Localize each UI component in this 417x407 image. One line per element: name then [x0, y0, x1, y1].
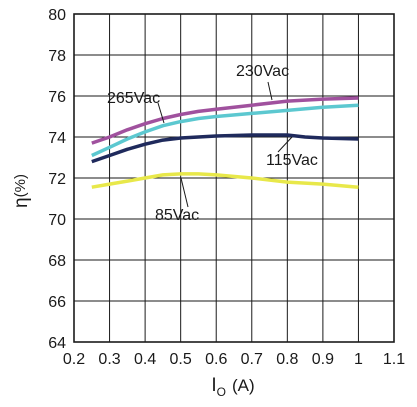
y-axis-unit: (%)	[12, 174, 29, 197]
series-label-85vac: 85Vac	[155, 207, 199, 224]
x-tick-label: 1.1	[383, 351, 405, 368]
series-label-265vac: 265Vac	[107, 90, 160, 107]
plot-frame	[73, 13, 395, 343]
x-axis-symbol: I	[211, 375, 216, 396]
y-tick-label: 80	[48, 7, 66, 24]
x-tick-label: 0.6	[205, 351, 227, 368]
label-leader-265vac	[157, 102, 165, 124]
y-tick-label: 72	[48, 171, 66, 188]
tick-labels: 0.2 0.3 0.4 0.5 0.6 0.7 0.8 0.9 1 1.1 64 66 68 70 72 74…	[48, 7, 405, 368]
label-leader-85vac	[180, 177, 189, 208]
series-line-230vac	[91, 96, 359, 145]
series-annotations: 230Vac 265Vac 115Vac 85Vac	[107, 63, 318, 224]
series-line-265vac	[91, 103, 359, 158]
series-line-85vac	[91, 172, 359, 189]
x-tick-label: 0.2	[63, 351, 85, 368]
x-axis-unit: (A)	[232, 376, 255, 395]
y-tick-label: 78	[48, 48, 66, 65]
x-axis-label: IO (A)	[211, 375, 254, 399]
y-tick-label: 74	[48, 130, 66, 147]
y-axis-label: η(%)	[11, 174, 32, 208]
series-label-230vac: 230Vac	[236, 63, 289, 80]
x-tick-label: 0.8	[276, 351, 298, 368]
label-leader-230vac	[267, 81, 273, 101]
y-tick-label: 64	[48, 335, 66, 352]
series-line-115vac	[91, 133, 359, 164]
series-lines	[91, 96, 359, 189]
y-axis-symbol: η	[11, 197, 32, 208]
x-tick-label: 0.3	[98, 351, 120, 368]
y-tick-label: 66	[48, 294, 66, 311]
x-tick-label: 0.7	[241, 351, 263, 368]
x-tick-label: 0.9	[312, 351, 334, 368]
x-axis-subscript: O	[217, 385, 226, 399]
series-label-115vac: 115Vac	[266, 152, 318, 169]
label-leader-115vac	[277, 136, 293, 153]
y-tick-label: 76	[48, 89, 66, 106]
y-tick-label: 70	[48, 212, 66, 229]
y-tick-label: 68	[48, 253, 66, 270]
x-tick-label: 0.5	[170, 351, 192, 368]
x-tick-label: 0.4	[134, 351, 156, 368]
x-tick-label: 1	[354, 351, 363, 368]
